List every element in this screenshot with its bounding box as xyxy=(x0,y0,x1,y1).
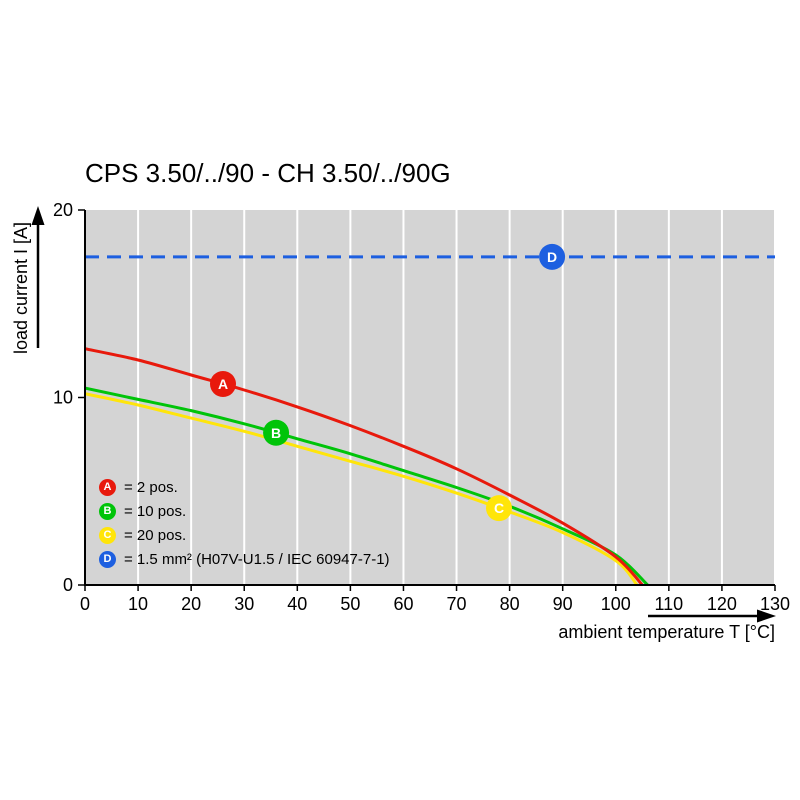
svg-text:B: B xyxy=(271,425,281,441)
x-axis-arrowhead xyxy=(757,609,776,623)
svg-text:A: A xyxy=(218,376,228,392)
x-tick-label: 80 xyxy=(500,594,520,614)
legend-marker-c: C xyxy=(99,527,116,544)
x-tick-label: 70 xyxy=(447,594,467,614)
y-axis-arrowhead xyxy=(31,206,45,225)
legend-item-c: C = 20 pos. xyxy=(99,527,390,544)
x-tick-label: 100 xyxy=(601,594,631,614)
x-tick-label: 0 xyxy=(80,594,90,614)
series-c-line xyxy=(85,392,639,585)
x-tick-label: 20 xyxy=(181,594,201,614)
marker-c: C xyxy=(486,495,512,522)
chart-title: CPS 3.50/../90 - CH 3.50/../90G xyxy=(85,158,451,188)
x-tick-label: 50 xyxy=(340,594,360,614)
legend-marker-b: B xyxy=(99,503,116,520)
x-tick-label: 110 xyxy=(654,594,683,614)
legend-marker-d: D xyxy=(99,551,116,568)
x-tick-label: 130 xyxy=(760,594,790,614)
legend-item-b: B = 10 pos. xyxy=(99,503,390,520)
x-tick-label: 60 xyxy=(393,594,413,614)
legend-item-a: A = 2 pos. xyxy=(99,479,390,496)
series-b-line xyxy=(85,386,649,585)
x-tick-label: 90 xyxy=(553,594,573,614)
series-a-line xyxy=(85,347,644,585)
legend-label-b: = 10 pos. xyxy=(124,503,187,520)
legend-label-a: = 2 pos. xyxy=(124,479,178,496)
x-tick-label: 120 xyxy=(707,594,737,614)
chart-legend: A = 2 pos. B = 10 pos. C = 20 pos. D = 1.5 mm² … xyxy=(99,479,390,575)
marker-b: B xyxy=(263,419,290,446)
series-curves xyxy=(85,255,775,585)
svg-text:D: D xyxy=(547,249,557,265)
svg-text:C: C xyxy=(494,500,504,516)
legend-item-d: D = 1.5 mm² (H07V-U1.5 / IEC 60947-7-1) xyxy=(99,551,390,568)
legend-marker-a: A xyxy=(99,479,116,496)
legend-label-c: = 20 pos. xyxy=(124,527,187,544)
plot-area xyxy=(85,210,775,585)
x-tick-label: 10 xyxy=(128,594,148,614)
x-tick-label: 30 xyxy=(234,594,254,614)
y-tick-label: 20 xyxy=(53,200,73,220)
marker-a: A xyxy=(210,371,236,397)
y-tick-label: 0 xyxy=(63,575,73,595)
marker-d: D xyxy=(539,243,566,270)
legend-label-d: = 1.5 mm² (H07V-U1.5 / IEC 60947-7-1) xyxy=(124,551,390,568)
y-tick-label: 10 xyxy=(53,388,73,408)
x-tick-label: 40 xyxy=(287,594,307,614)
x-axis-label: ambient temperature T [°C] xyxy=(558,622,775,642)
